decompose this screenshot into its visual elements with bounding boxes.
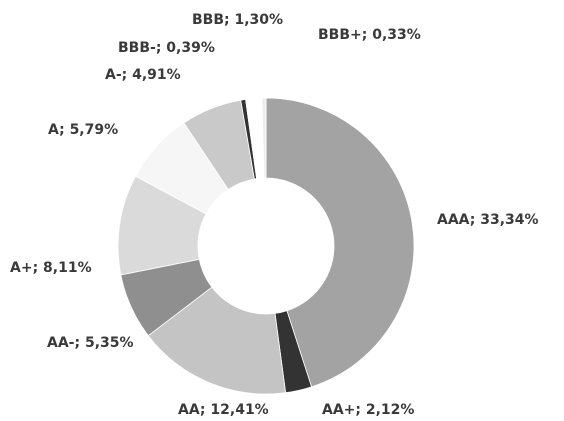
donut-slice (265, 97, 415, 388)
data-label: AA+; 2,12% (322, 402, 414, 418)
donut-slice (261, 97, 267, 179)
data-label: BBB+; 0,33% (318, 27, 421, 43)
data-label: AA; 12,41% (178, 402, 269, 418)
data-label: AAA; 33,34% (437, 212, 539, 228)
donut-slice (147, 286, 287, 395)
data-label: AA-; 5,35% (47, 335, 134, 351)
data-label: A-; 4,91% (105, 67, 181, 83)
data-label: A; 5,79% (48, 122, 118, 138)
data-label: BBB-; 0,39% (118, 40, 215, 56)
data-label: A+; 8,11% (10, 260, 92, 276)
data-label: BBB; 1,30% (192, 12, 283, 28)
